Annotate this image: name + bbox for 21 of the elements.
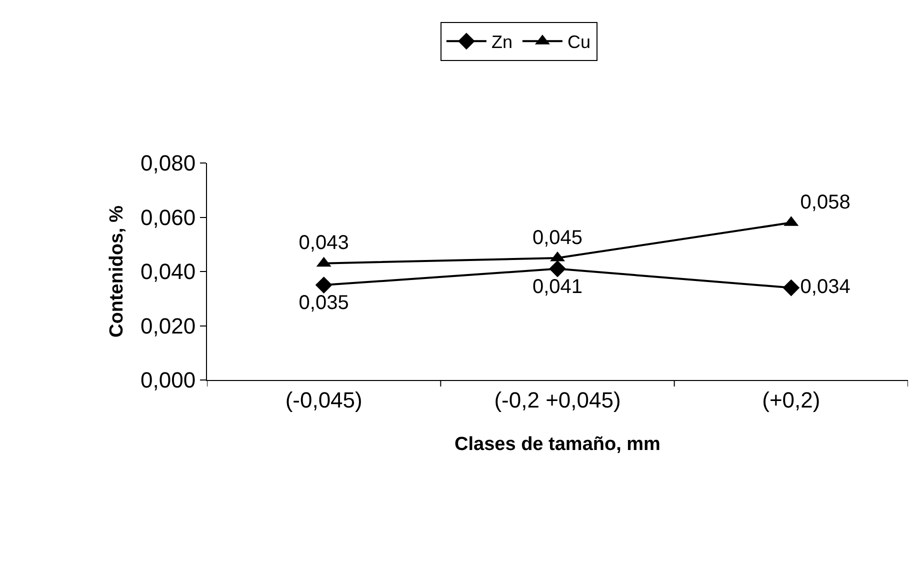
x-axis-title: Clases de tamaño, mm [454, 434, 660, 456]
data-label: 0,045 [532, 226, 583, 249]
y-axis-title: Contenidos, % [106, 205, 128, 338]
y-tick-label: 0,040 [140, 259, 196, 284]
y-tick-label: 0,000 [140, 368, 196, 393]
x-tick-label: (+0,2) [762, 387, 820, 412]
data-label: 0,035 [298, 292, 349, 314]
data-label: 0,043 [298, 232, 349, 254]
data-label: 0,041 [532, 276, 583, 298]
point [315, 276, 332, 294]
legend-label: Zn [491, 32, 512, 52]
x-tick-label: (-0,045) [285, 387, 362, 412]
point [549, 260, 566, 278]
y-tick-label: 0,080 [140, 150, 196, 176]
data-label: 0,034 [800, 276, 850, 298]
y-tick-label: 0,060 [140, 204, 196, 230]
y-tick-label: 0,020 [140, 313, 196, 338]
point [782, 279, 800, 296]
legend-label: Cu [567, 32, 590, 52]
x-tick-label: (-0,2 +0,045) [494, 387, 621, 412]
data-label: 0,058 [800, 192, 850, 214]
